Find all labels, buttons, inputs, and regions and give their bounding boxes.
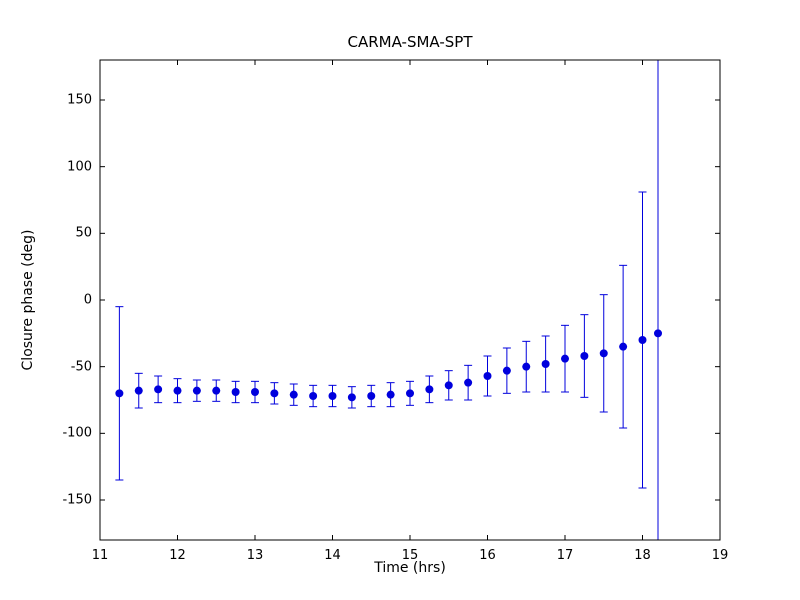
- data-point: [134, 386, 143, 395]
- x-tick-label: 13: [246, 548, 264, 563]
- data-point: [619, 342, 628, 351]
- x-axis-label: Time (hrs): [374, 560, 446, 576]
- x-tick-label: 18: [634, 548, 651, 563]
- data-point: [231, 388, 240, 396]
- data-point: [599, 349, 608, 358]
- data-point: [483, 372, 492, 380]
- data-point: [522, 362, 531, 371]
- data-point: [561, 354, 569, 363]
- x-tick-label: 17: [556, 548, 574, 563]
- data-point: [638, 336, 647, 344]
- plot-frame: [99, 59, 721, 541]
- x-tick-label: 12: [169, 548, 186, 563]
- data-point: [367, 392, 376, 400]
- data-point: [580, 352, 589, 360]
- data-point: [347, 393, 356, 402]
- data-point: [502, 366, 511, 375]
- y-tick-label: -150: [62, 492, 92, 508]
- data-point: [270, 389, 279, 398]
- y-tick-label: 0: [83, 292, 92, 308]
- data-point: [154, 385, 163, 394]
- x-tick-label: 15: [401, 548, 419, 563]
- y-tick-label: -100: [62, 425, 92, 441]
- y-tick-label: 50: [75, 225, 92, 241]
- data-point: [309, 392, 318, 400]
- data-point: [192, 386, 201, 395]
- y-tick-label: 100: [67, 159, 92, 175]
- data-point: [251, 388, 259, 396]
- data-point: [328, 392, 337, 400]
- y-tick-label: -50: [70, 359, 92, 375]
- x-tick-label: 16: [479, 548, 496, 563]
- data-point: [425, 385, 434, 394]
- data-point: [386, 390, 395, 399]
- data-point: [173, 386, 182, 395]
- data-point: [289, 390, 298, 399]
- x-tick-label: 11: [91, 548, 109, 563]
- data-point: [406, 389, 414, 398]
- data-point: [115, 389, 124, 398]
- x-tick-label: 19: [711, 548, 729, 563]
- data-point: [541, 360, 550, 368]
- data-point: [654, 329, 662, 338]
- chart-title: CARMA-SMA-SPT: [347, 33, 473, 51]
- x-tick-label: 14: [324, 548, 341, 563]
- data-point: [444, 381, 453, 390]
- y-tick-label: 150: [67, 92, 92, 108]
- data-point: [464, 378, 473, 387]
- data-point: [212, 386, 221, 395]
